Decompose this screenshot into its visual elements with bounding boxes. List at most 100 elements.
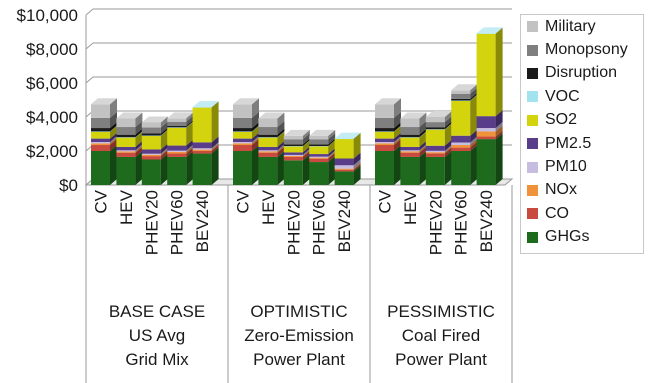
bar-ghgs-segment-side	[135, 150, 143, 185]
bar-so2-segment	[116, 137, 136, 147]
bar-monopsony-segment-side	[186, 115, 194, 127]
legend-swatch	[527, 114, 538, 126]
legend-item: VOC	[521, 85, 643, 108]
bar-pm25-segment-side	[419, 140, 427, 151]
bar-co-segment-side	[353, 163, 361, 172]
bar-nox-segment-side	[495, 125, 503, 137]
bar-nox-segment-side	[252, 137, 259, 146]
category-label: PHEV60	[168, 190, 187, 255]
bar-ghgs-segment-side	[186, 150, 194, 185]
legend-swatch	[527, 231, 538, 243]
bar-pm25-segment-side	[470, 129, 478, 143]
bar-pm10-segment-side	[495, 122, 503, 132]
legend-swatch	[527, 138, 538, 150]
legend-swatch	[527, 91, 538, 103]
bar-pm10-segment-side	[160, 147, 168, 155]
category-label: BEV240	[193, 190, 212, 252]
bar-co-segment-side	[277, 146, 285, 157]
bar-so2-segment-side	[470, 94, 478, 136]
category-label: HEV	[259, 189, 278, 225]
bar-disruption-segment	[167, 126, 187, 128]
bar-ghgs-segment-side	[252, 145, 259, 185]
bar-co-segment-side	[186, 147, 194, 157]
bar-military-segment	[283, 135, 303, 140]
bar-pm10-segment	[116, 150, 136, 152]
y-tick-label: $8,000	[26, 40, 78, 59]
legend-label: PM10	[545, 158, 587, 176]
bar-pm25-segment-side	[252, 132, 259, 142]
bar-military-segment-top	[233, 98, 259, 105]
bar-voc-segment	[233, 131, 252, 132]
bar-monopsony-segment-side	[252, 111, 259, 129]
group-label: BASE CASE	[109, 302, 205, 321]
group-label: Coal Fired	[402, 326, 480, 345]
bar-voc-segment	[476, 33, 496, 34]
bar-ghgs-segment	[167, 156, 187, 185]
bar-so2-segment-side	[394, 125, 401, 139]
bar-so2-segment-side	[302, 140, 310, 153]
bar-disruption-segment	[141, 133, 161, 136]
bar-so2-segment	[334, 138, 354, 159]
bar-nox-segment-side	[302, 149, 310, 157]
bar-co-segment-side	[252, 139, 259, 151]
bar-nox-segment	[91, 143, 110, 146]
legend-label: NOx	[545, 181, 577, 199]
y-tick-label: $2,000	[26, 142, 78, 161]
bar-so2-segment-side	[495, 27, 503, 117]
bar-disruption-segment-side	[277, 128, 285, 138]
legend-swatch	[527, 44, 538, 56]
gridline-depth	[85, 42, 94, 50]
bar-co-segment	[116, 152, 136, 157]
bar-so2-segment-side	[353, 132, 361, 159]
bar-pm10-segment-side	[186, 144, 194, 152]
bar-so2-segment-side	[277, 131, 285, 147]
category-label: BEV240	[335, 190, 354, 252]
bar-military-segment	[425, 117, 445, 123]
category-label: HEV	[401, 189, 420, 225]
gridline-depth	[85, 8, 94, 16]
bar-monopsony-segment	[451, 93, 471, 99]
bar-so2-segment	[141, 135, 161, 150]
bar-co-segment-side	[419, 146, 427, 157]
bar-pm25-segment-side	[353, 152, 361, 166]
bar-ghgs-segment-side	[419, 150, 427, 185]
bar-voc-segment	[258, 137, 278, 138]
bar-so2-segment-side	[419, 131, 427, 147]
bar-pm10-segment	[375, 141, 394, 144]
bar-co-segment	[141, 156, 161, 160]
bar-military-segment	[91, 104, 110, 118]
category-label: PHEV60	[310, 190, 329, 255]
bar-monopsony-segment-side	[110, 111, 117, 129]
bar-pm25-segment-side	[186, 139, 194, 151]
legend-label: PM2.5	[545, 134, 592, 152]
legend-swatch	[527, 208, 538, 220]
bar-voc-segment-top	[192, 101, 219, 108]
category-label: PHEV20	[426, 190, 445, 255]
legend-label: VOC	[545, 87, 580, 105]
bar-disruption-segment-side	[328, 138, 336, 147]
bar-monopsony-segment	[233, 117, 252, 129]
bar-co-segment-side	[211, 145, 219, 154]
legend-item: Disruption	[521, 62, 643, 85]
bar-pm25-segment-side	[302, 146, 310, 155]
bar-disruption-segment	[400, 134, 420, 138]
bar-so2-segment	[167, 127, 187, 146]
bar-military-segment-top	[91, 98, 117, 105]
bar-pm25-segment	[334, 158, 354, 166]
bar-disruption-segment	[233, 128, 252, 132]
bar-pm25-segment	[425, 145, 445, 151]
bar-so2-segment	[283, 146, 303, 153]
bar-military-segment	[309, 135, 329, 140]
bar-co-segment	[233, 145, 252, 151]
bar-military-segment-side	[419, 112, 427, 128]
group-label: Zero-Emission	[244, 326, 354, 345]
bar-ghgs-segment	[309, 162, 329, 185]
bar-military-segment-side	[277, 112, 285, 128]
bar-pm25-segment	[258, 146, 278, 151]
category-label: PHEV20	[284, 190, 303, 255]
bar-nox-segment-side	[211, 143, 219, 151]
bar-pm25-segment	[116, 146, 136, 151]
bar-pm10-segment-side	[419, 144, 427, 152]
bar-pm25-segment-side	[160, 143, 168, 154]
